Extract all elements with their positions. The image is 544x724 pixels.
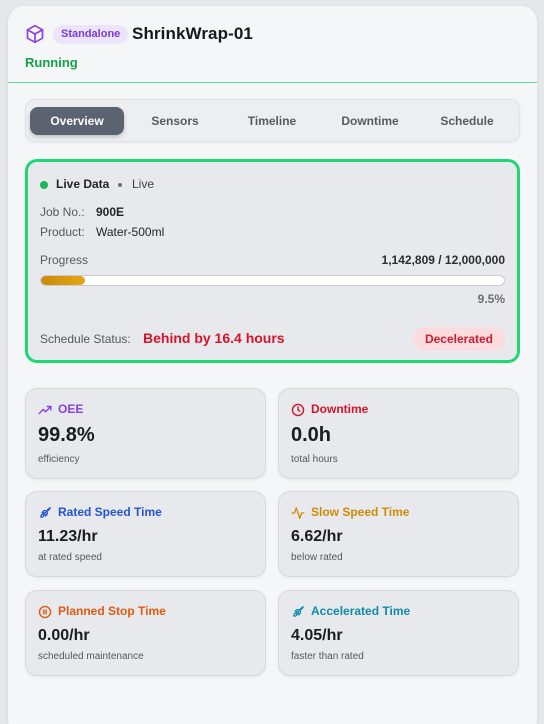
progress-bar-fill — [41, 276, 85, 285]
metric-title: Slow Speed Time — [311, 505, 410, 519]
metric-value: 0.0h — [291, 424, 332, 446]
progress-label: Progress — [40, 253, 89, 267]
metric-subtitle: total hours — [291, 454, 338, 465]
metric-subtitle: faster than rated — [291, 651, 364, 662]
decelerated-badge: Decelerated — [412, 327, 505, 351]
schedule-status-value: Behind by 16.4 hours — [143, 330, 285, 346]
progress-bar — [40, 275, 505, 286]
live-status-dot — [40, 181, 48, 189]
cube-icon — [26, 24, 44, 44]
live-data-card: Live Data Live Job No.: 900E Product: Wa… — [25, 159, 520, 363]
tab-bar: Overview Sensors Timeline Downtime Sched… — [25, 99, 520, 142]
rocket-icon — [40, 507, 51, 518]
metric-title: OEE — [58, 402, 84, 416]
metric-subtitle: below rated — [291, 552, 343, 563]
metric-value: 4.05/hr — [291, 627, 343, 644]
metric-card-planned-stop[interactable]: Planned Stop Time 0.00/hr scheduled main… — [25, 590, 266, 676]
metric-subtitle: scheduled maintenance — [38, 651, 144, 662]
metric-card-slow-speed[interactable]: Slow Speed Time 6.62/hr below rated — [278, 491, 519, 577]
metric-subtitle: efficiency — [38, 454, 80, 465]
machine-status: Running — [25, 55, 78, 70]
job-number-value: 900E — [96, 205, 125, 219]
metric-value: 0.00/hr — [38, 627, 90, 644]
metric-title: Planned Stop Time — [58, 604, 166, 618]
separator-dot — [118, 183, 122, 187]
progress-percent: 9.5% — [477, 292, 505, 306]
product-value: Water-500ml — [96, 225, 165, 239]
metric-subtitle: at rated speed — [38, 552, 102, 563]
tab-schedule[interactable]: Schedule — [440, 114, 494, 128]
metric-value: 6.62/hr — [291, 528, 343, 545]
clock-icon — [291, 403, 305, 417]
metric-value: 11.23/hr — [38, 528, 98, 545]
metric-card-oee[interactable]: OEE 99.8% efficiency — [25, 388, 266, 479]
standalone-badge: Standalone — [53, 25, 129, 44]
live-tag: Live — [132, 177, 155, 191]
live-data-title: Live Data — [56, 177, 110, 191]
metric-card-accelerated[interactable]: Accelerated Time 4.05/hr faster than rat… — [278, 590, 519, 676]
tab-overview[interactable]: Overview — [30, 107, 124, 135]
schedule-status-label: Schedule Status: — [40, 332, 131, 346]
progress-count: 1,142,809 / 12,000,000 — [381, 253, 505, 267]
metric-card-downtime[interactable]: Downtime 0.0h total hours — [278, 388, 519, 479]
machine-card: Standalone ShrinkWrap-01 Running Overvie… — [8, 6, 537, 724]
tab-sensors[interactable]: Sensors — [151, 114, 199, 128]
activity-icon — [291, 507, 305, 519]
tab-downtime[interactable]: Downtime — [341, 114, 399, 128]
metric-value: 99.8% — [38, 424, 95, 446]
tab-timeline[interactable]: Timeline — [247, 114, 297, 128]
job-number-label: Job No.: — [40, 205, 85, 219]
trending-up-icon — [38, 405, 52, 415]
pause-circle-icon — [38, 605, 52, 619]
rocket-icon — [293, 606, 304, 617]
product-label: Product: — [40, 225, 85, 239]
metric-title: Rated Speed Time — [58, 505, 162, 519]
machine-name: ShrinkWrap-01 — [132, 24, 253, 43]
metric-card-rated-speed[interactable]: Rated Speed Time 11.23/hr at rated speed — [25, 491, 266, 577]
metric-title: Downtime — [311, 402, 369, 416]
machine-header: Standalone ShrinkWrap-01 Running — [8, 6, 537, 83]
metric-title: Accelerated Time — [311, 604, 411, 618]
